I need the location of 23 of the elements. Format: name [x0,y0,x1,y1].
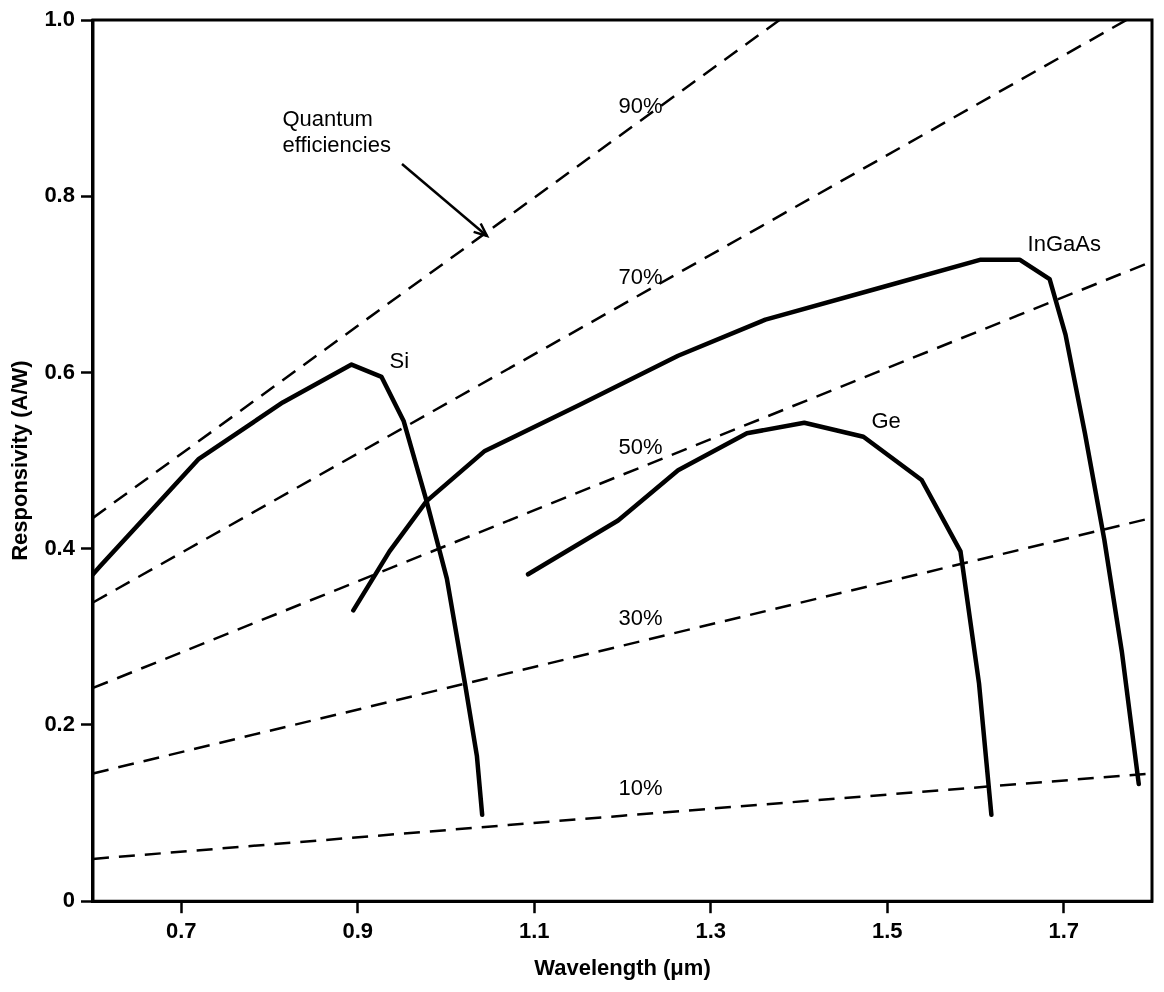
x-tick-label: 1.5 [871,918,903,944]
series-label: 30% [618,604,663,630]
x-axis-title: Wavelength (μm) [534,954,711,980]
y-axis-title: Responsivity (A/W) [7,360,33,561]
y-tick-label: 0.8 [44,182,75,208]
x-tick-label: 1.7 [1048,918,1080,944]
y-tick-label: 0.6 [44,358,75,384]
y-tick-label: 1.0 [44,6,75,32]
x-tick-label: 1.3 [695,918,727,944]
series-label: 70% [618,263,663,289]
x-tick-label: 0.7 [165,918,197,944]
y-tick-label: 0.4 [44,534,76,560]
series-label: 90% [618,92,663,118]
y-tick-label: 0 [62,887,75,913]
x-tick-label: 0.9 [342,918,374,944]
x-tick-label: 1.1 [518,918,550,944]
series-label: 50% [618,433,663,459]
annotation: Quantum efficiencies [282,105,392,158]
series-label: Si [389,347,410,373]
series-label: Ge [871,407,901,433]
y-tick-label: 0.2 [44,711,75,737]
series-label: 10% [618,774,663,800]
series-label: InGaAs [1027,230,1101,256]
